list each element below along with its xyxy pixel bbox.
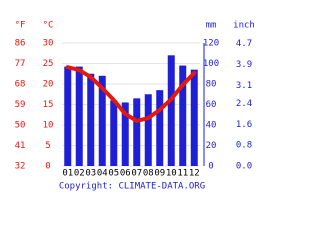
x-tick-label: 05 [108,169,119,179]
y-tick-label: 0.8 [236,141,252,151]
inch-axis-label: inch [233,21,255,31]
y-tick-label: 41 [15,141,26,151]
bar [98,75,106,166]
bar [64,66,72,166]
bar [179,65,187,166]
x-tick-label: 02 [74,169,85,179]
bar [156,90,164,166]
y-tick-label: 15 [43,100,54,110]
y-tick-label: 30 [43,39,54,49]
bar [144,94,152,166]
x-tick-label: 06 [120,169,131,179]
f-axis-label: °F [15,21,26,31]
y-tick-label: 5 [45,141,50,151]
x-tick-label: 07 [131,169,142,179]
y-tick-label: 68 [15,80,26,90]
bar [121,102,129,166]
y-tick-label: 2.4 [236,99,252,109]
y-tick-label: 3.9 [236,60,252,70]
bar [190,69,198,166]
x-tick-label: 04 [97,169,108,179]
y-tick-label: 0 [208,162,213,172]
temperature-line [65,65,197,123]
y-tick-label: 4.7 [236,39,252,49]
bar [75,66,83,166]
x-tick-label: 10 [166,169,177,179]
y-tick-label: 40 [206,121,217,131]
bar [87,73,95,166]
y-tick-label: 20 [43,80,54,90]
mm-axis-label: mm [206,21,217,31]
y-tick-label: 120 [203,39,219,49]
x-tick-label: 08 [143,169,154,179]
bar [133,98,141,166]
x-tick-label: 01 [62,169,73,179]
bar [167,55,175,166]
y-tick-label: 50 [15,121,26,131]
y-tick-label: 59 [15,100,26,110]
x-tick-label: 11 [177,169,188,179]
y-tick-label: 77 [15,59,26,69]
bar [110,100,118,166]
x-tick-label: 03 [85,169,96,179]
y-tick-label: 32 [15,162,26,172]
y-tick-label: 100 [203,59,219,69]
y-tick-label: 20 [206,141,217,151]
y-tick-label: 1.6 [236,120,252,130]
c-axis-label: °C [43,21,54,31]
y-tick-label: 25 [43,59,54,69]
y-tick-label: 3.1 [236,81,252,91]
y-tick-label: 60 [206,100,217,110]
footer: Copyright: CLIMATE-DATA.ORG [59,182,205,192]
y-tick-label: 86 [15,39,26,49]
x-tick-label: 09 [154,169,165,179]
x-tick-label: 12 [189,169,200,179]
y-tick-label: 0.0 [236,162,252,172]
y-tick-label: 80 [206,80,217,90]
chart: °F °C mm inch Copyright: CLIMATE-DATA.OR… [15,21,255,192]
y-tick-label: 0 [45,162,50,172]
y-tick-label: 10 [43,121,54,131]
